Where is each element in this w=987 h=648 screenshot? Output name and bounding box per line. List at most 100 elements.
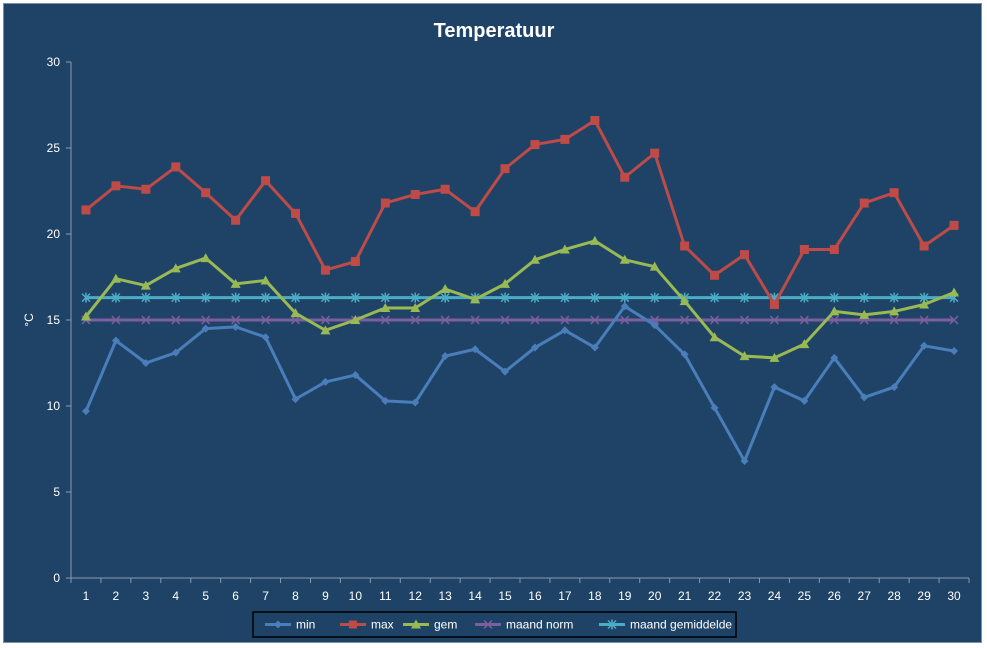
data-point-maand-norm bbox=[710, 315, 720, 325]
y-tick-label: 30 bbox=[47, 55, 61, 69]
legend-item-max: max bbox=[340, 618, 394, 632]
data-point-maand-norm bbox=[201, 315, 211, 325]
y-tick-label: 25 bbox=[47, 141, 61, 155]
data-point-maand-norm bbox=[590, 315, 600, 325]
data-point-max bbox=[231, 215, 241, 225]
data-point-min bbox=[381, 396, 390, 405]
data-point-max bbox=[500, 164, 510, 174]
data-point-maand-gemiddelde bbox=[320, 292, 330, 303]
data-point-maand-gemiddelde bbox=[410, 292, 420, 303]
x-tick-label: 9 bbox=[322, 589, 329, 603]
data-point-min bbox=[351, 371, 360, 380]
data-point-maand-gemiddelde bbox=[799, 292, 809, 303]
data-point-maand-norm bbox=[261, 315, 271, 325]
data-point-min bbox=[501, 367, 510, 376]
data-point-maand-gemiddelde bbox=[889, 292, 899, 303]
legend-label: gem bbox=[434, 618, 457, 632]
data-point-gem bbox=[410, 302, 421, 312]
x-tick-label: 18 bbox=[588, 589, 602, 603]
x-tick-label: 19 bbox=[618, 589, 632, 603]
data-point-min bbox=[530, 343, 539, 352]
data-point-min bbox=[650, 321, 659, 330]
data-point-maand-norm bbox=[949, 315, 959, 325]
data-point-maand-gemiddelde bbox=[141, 292, 151, 303]
data-point-maand-norm bbox=[320, 315, 330, 325]
series-layer bbox=[80, 115, 960, 466]
series-line-gem bbox=[84, 239, 955, 360]
x-tick-label: 20 bbox=[648, 589, 662, 603]
data-point-maand-norm bbox=[410, 315, 420, 325]
data-point-min bbox=[321, 377, 330, 386]
legend-label: max bbox=[371, 618, 394, 632]
data-point-maand-norm bbox=[769, 315, 779, 325]
data-point-maand-norm bbox=[111, 315, 121, 325]
data-point-max bbox=[111, 181, 121, 191]
x-tick-label: 12 bbox=[409, 589, 423, 603]
data-point-gem bbox=[230, 278, 241, 288]
data-point-gem bbox=[320, 325, 331, 335]
data-point-maand-norm bbox=[470, 315, 480, 325]
y-tick-label: 15 bbox=[47, 313, 61, 327]
data-point-min bbox=[830, 353, 839, 362]
x-tick-label: 26 bbox=[828, 589, 842, 603]
data-point-maand-gemiddelde bbox=[290, 292, 301, 303]
data-point-maand-norm bbox=[919, 315, 929, 325]
data-point-max bbox=[620, 172, 630, 182]
data-point-maand-gemiddelde bbox=[739, 292, 750, 303]
data-point-max bbox=[350, 257, 360, 267]
data-point-maand-norm bbox=[231, 315, 241, 325]
legend-label: maand norm bbox=[506, 618, 573, 632]
data-point-gem bbox=[739, 351, 750, 361]
data-point-min bbox=[590, 343, 599, 352]
data-point-maand-norm bbox=[530, 315, 540, 325]
data-point-max bbox=[410, 189, 420, 199]
data-point-maand-gemiddelde bbox=[171, 292, 181, 303]
x-tick-label: 29 bbox=[917, 589, 931, 603]
data-point-max bbox=[261, 176, 271, 186]
legend-swatch-marker bbox=[607, 619, 617, 630]
legend-item-maand-norm: maand norm bbox=[475, 618, 573, 632]
data-point-max bbox=[680, 241, 690, 251]
data-point-min bbox=[890, 383, 899, 392]
y-tick-label: 20 bbox=[47, 227, 61, 241]
y-axis-label: °C bbox=[22, 313, 36, 327]
data-point-gem bbox=[529, 254, 540, 264]
data-point-gem bbox=[110, 273, 121, 283]
data-point-min bbox=[231, 322, 240, 331]
y-tick-label: 0 bbox=[53, 571, 60, 585]
data-point-maand-gemiddelde bbox=[710, 292, 720, 303]
data-point-min bbox=[201, 324, 210, 333]
data-point-gem bbox=[589, 235, 600, 245]
x-tick-label: 8 bbox=[292, 589, 299, 603]
data-point-max bbox=[560, 134, 570, 144]
data-point-maand-gemiddelde bbox=[500, 292, 510, 303]
data-point-gem bbox=[80, 311, 91, 321]
data-point-maand-norm bbox=[829, 315, 839, 325]
data-point-maand-gemiddelde bbox=[231, 292, 241, 303]
data-point-maand-gemiddelde bbox=[201, 292, 211, 303]
x-tick-label: 22 bbox=[708, 589, 722, 603]
data-point-min bbox=[770, 383, 779, 392]
data-point-maand-norm bbox=[171, 315, 181, 325]
data-point-min bbox=[141, 359, 150, 367]
data-point-maand-gemiddelde bbox=[350, 292, 360, 303]
x-tick-label: 15 bbox=[498, 589, 512, 603]
data-point-maand-gemiddelde bbox=[81, 292, 91, 303]
x-tick-label: 5 bbox=[202, 589, 209, 603]
data-point-max bbox=[769, 300, 779, 310]
data-point-max bbox=[590, 115, 600, 125]
legend-item-gem: gem bbox=[403, 618, 457, 632]
legend-item-maand-gemiddelde: maand gemiddelde bbox=[599, 618, 732, 632]
data-point-maand-norm bbox=[440, 315, 450, 325]
data-point-max bbox=[710, 270, 720, 280]
data-point-gem bbox=[949, 287, 960, 297]
legend-label: maand gemiddelde bbox=[630, 618, 732, 632]
data-point-max bbox=[470, 207, 480, 217]
x-tick-label: 11 bbox=[379, 589, 392, 603]
data-point-min bbox=[261, 333, 270, 342]
data-point-max bbox=[889, 188, 899, 198]
data-point-gem bbox=[679, 296, 690, 306]
data-point-min bbox=[860, 393, 869, 402]
data-point-max bbox=[530, 140, 540, 150]
